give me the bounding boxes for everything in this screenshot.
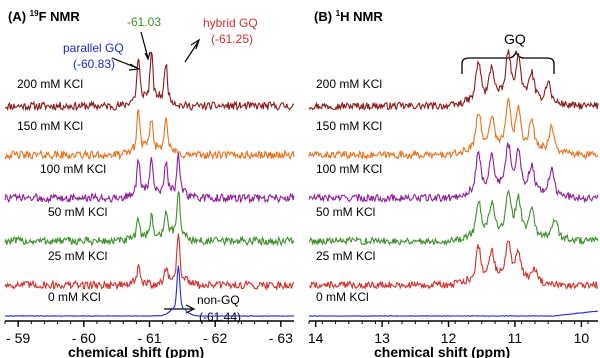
panel-a-series xyxy=(4,51,295,317)
annotation-arrows xyxy=(111,31,201,314)
gq-bracket xyxy=(461,49,555,74)
arrow-nongq-head xyxy=(185,304,196,314)
series-label: 50 mM KCl xyxy=(48,205,107,219)
arrow-parallel xyxy=(111,57,138,69)
spectrum-line xyxy=(308,142,599,204)
series-label: 0 mM KCl xyxy=(48,290,101,304)
spectrum-line xyxy=(308,310,599,317)
panel-b-series-labels: 200 mM KCl 150 mM KCl 100 mM KCl 50 mM KCl 2… xyxy=(316,77,382,304)
series-label: 0 mM KCl xyxy=(316,290,369,304)
spectrum-line xyxy=(4,51,295,112)
series-label: 200 mM KCl xyxy=(17,77,83,91)
spectrum-line xyxy=(4,109,295,161)
spectrum-line xyxy=(309,240,599,291)
x-tick-label: 14 xyxy=(308,330,324,346)
arrow-parallel-head xyxy=(128,63,141,71)
series-label: 200 mM KCl xyxy=(316,77,382,91)
x-tick-label: 11 xyxy=(508,330,523,346)
x-tick-label: - 60 xyxy=(72,330,96,346)
series-label: 25 mM KCl xyxy=(48,249,107,263)
series-label: 150 mM KCl xyxy=(316,119,382,133)
series-label: 150 mM KCl xyxy=(17,119,83,133)
panel-a-title: (A) 19F NMR xyxy=(8,9,80,24)
gq-bracket-label: GQ xyxy=(504,31,526,47)
panel-b-series xyxy=(308,49,599,317)
spectrum-line xyxy=(4,152,295,205)
annotation-hybrid-label: hybrid GQ xyxy=(203,16,258,30)
x-tick-label: - 61 xyxy=(137,330,161,346)
panel-b-x-label: chemical shift (ppm) xyxy=(374,344,510,358)
arrow-mid-head xyxy=(144,51,151,61)
spectrum-line xyxy=(4,233,295,292)
series-label: 100 mM KCl xyxy=(40,162,106,176)
spectrum-line xyxy=(4,191,295,247)
arrow-hybrid-head xyxy=(190,38,201,50)
arrow-hybrid xyxy=(184,41,199,63)
annotation-hybrid-shift: (-61.25) xyxy=(211,32,253,46)
annotation-nongq-shift: (-61.44) xyxy=(199,310,241,324)
arrow-mid xyxy=(140,31,149,59)
panel-a-x-label: chemical shift (ppm) xyxy=(68,344,204,358)
x-tick-label: - 63 xyxy=(269,330,293,346)
x-tick-label: 13 xyxy=(374,330,390,346)
panel-b-ticks: 14 13 12 11 10 xyxy=(308,321,590,346)
spectrum-line xyxy=(308,49,599,111)
panel-b-title: (B) 1H NMR xyxy=(314,9,383,24)
annotation-mid-shift: -61.03 xyxy=(127,15,161,29)
series-label: 100 mM KCl xyxy=(316,162,382,176)
series-label: 25 mM KCl xyxy=(316,249,375,263)
annotation-parallel-shift: (-60.83) xyxy=(73,57,115,71)
x-tick-label: - 62 xyxy=(203,330,227,346)
spectrum-line xyxy=(308,189,599,247)
spectrum-line xyxy=(308,97,599,161)
annotation-parallel-label: parallel GQ xyxy=(63,41,124,55)
x-tick-label: - 59 xyxy=(6,330,30,346)
series-label: 50 mM KCl xyxy=(316,205,375,219)
x-tick-label: 10 xyxy=(574,330,590,346)
panel-a-series-labels: 200 mM KCl 150 mM KCl 100 mM KCl 50 mM KCl 2… xyxy=(17,77,107,304)
panel-a-ticks: - 59 - 60 - 61 - 62 - 63 xyxy=(4,321,293,346)
annotation-nongq-label: non-GQ xyxy=(197,293,240,307)
x-tick-label: 12 xyxy=(441,330,457,346)
spectrum-line xyxy=(5,265,295,317)
